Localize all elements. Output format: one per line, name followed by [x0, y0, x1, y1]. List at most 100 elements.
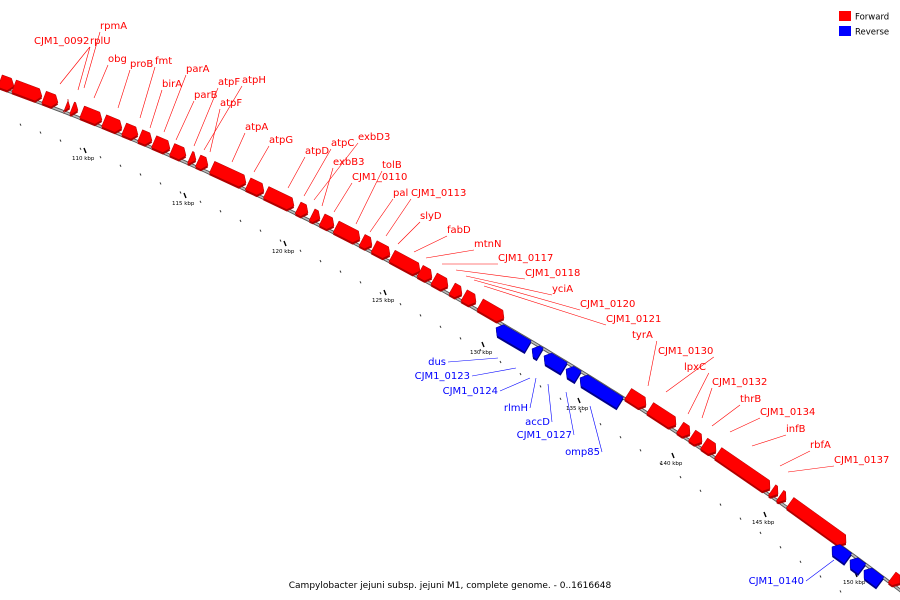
- gene-label[interactable]: CJM1_0117: [498, 253, 553, 264]
- gene-label[interactable]: infB: [786, 424, 806, 435]
- gene-label[interactable]: birA: [162, 79, 182, 90]
- forward-gene[interactable]: [187, 151, 197, 165]
- gene-label[interactable]: tolB: [382, 160, 402, 171]
- label-leader: [751, 434, 787, 447]
- gene-label[interactable]: CJM1_0120: [580, 299, 635, 310]
- reverse-gene[interactable]: [565, 366, 582, 383]
- forward-gene[interactable]: [688, 429, 703, 446]
- forward-gene[interactable]: [137, 129, 153, 146]
- gene-label[interactable]: rbfA: [810, 440, 831, 451]
- gene-label[interactable]: rlmH: [504, 403, 528, 414]
- forward-gene[interactable]: [194, 154, 209, 170]
- gene-label[interactable]: CJM1_0110: [352, 172, 407, 183]
- gene-label[interactable]: parA: [186, 64, 210, 75]
- gene-label[interactable]: CJM1_0140: [749, 576, 804, 587]
- gene-label[interactable]: exbD3: [358, 132, 390, 143]
- gene-label[interactable]: CJM1_0127: [517, 430, 572, 441]
- gene-label[interactable]: atpC: [331, 138, 354, 149]
- gene-label[interactable]: slyD: [420, 211, 442, 222]
- forward-gene[interactable]: [169, 143, 187, 160]
- reverse-gene[interactable]: [579, 374, 624, 409]
- forward-gene[interactable]: [887, 571, 900, 586]
- forward-gene[interactable]: [332, 220, 361, 243]
- gene-label[interactable]: parB: [194, 90, 218, 101]
- gene-label[interactable]: CJM1_0123: [415, 371, 470, 382]
- reverse-gene[interactable]: [543, 352, 568, 374]
- forward-gene[interactable]: [460, 289, 477, 306]
- gene-label[interactable]: pal: [393, 188, 408, 199]
- reverse-gene[interactable]: [863, 567, 885, 588]
- gene-label[interactable]: yciA: [552, 284, 573, 295]
- forward-gene[interactable]: [370, 240, 391, 259]
- gene-label[interactable]: CJM1_0092: [34, 36, 89, 47]
- gene-label[interactable]: dus: [428, 357, 446, 368]
- gene-label[interactable]: fabD: [447, 225, 471, 236]
- gene-label[interactable]: obg: [108, 54, 127, 65]
- label-leader: [447, 357, 499, 363]
- gene-label[interactable]: proB: [130, 59, 153, 70]
- scale-major-tick: [383, 289, 387, 296]
- reverse-gene[interactable]: [831, 544, 853, 565]
- forward-gene[interactable]: [767, 484, 779, 497]
- forward-gene[interactable]: [318, 213, 335, 230]
- forward-gene[interactable]: [244, 177, 265, 196]
- gene-label[interactable]: atpF: [220, 98, 242, 109]
- forward-gene[interactable]: [121, 122, 139, 140]
- reverse-gene[interactable]: [531, 345, 544, 360]
- forward-gene[interactable]: [69, 101, 79, 115]
- gene-label[interactable]: CJM1_0113: [411, 188, 466, 199]
- forward-gene[interactable]: [775, 489, 787, 503]
- forward-gene[interactable]: [0, 74, 15, 91]
- forward-gene[interactable]: [62, 98, 71, 113]
- gene-label[interactable]: thrB: [740, 394, 761, 405]
- gene-label[interactable]: omp85: [565, 447, 600, 458]
- gene-label[interactable]: accD: [525, 417, 550, 428]
- forward-gene[interactable]: [262, 186, 295, 210]
- gene-label[interactable]: atpD: [305, 146, 329, 157]
- gene-label[interactable]: CJM1_0132: [712, 377, 767, 388]
- forward-gene[interactable]: [41, 90, 59, 108]
- forward-gene[interactable]: [624, 388, 647, 409]
- gene-label[interactable]: fmt: [155, 56, 172, 67]
- forward-gene[interactable]: [151, 135, 171, 153]
- gene-label[interactable]: exbB3: [333, 157, 364, 168]
- forward-gene[interactable]: [416, 264, 433, 282]
- forward-gene[interactable]: [358, 234, 373, 250]
- forward-gene[interactable]: [101, 114, 123, 133]
- gene-label[interactable]: rpmA: [100, 21, 127, 32]
- forward-gene[interactable]: [208, 160, 247, 187]
- gene-label[interactable]: tyrA: [632, 330, 653, 341]
- gene-label[interactable]: atpF: [218, 77, 240, 88]
- forward-gene[interactable]: [79, 105, 103, 125]
- forward-gene[interactable]: [308, 208, 321, 223]
- gene-label[interactable]: CJM1_0134: [760, 407, 815, 418]
- forward-gene[interactable]: [713, 447, 771, 492]
- forward-gene[interactable]: [476, 298, 505, 322]
- gene-label[interactable]: CJM1_0130: [658, 346, 713, 357]
- forward-gene[interactable]: [785, 497, 847, 546]
- gene-label[interactable]: CJM1_0137: [834, 455, 889, 466]
- forward-gene[interactable]: [676, 421, 691, 438]
- forward-gene[interactable]: [11, 79, 43, 102]
- forward-gene[interactable]: [430, 272, 449, 290]
- scale-major-tick: [577, 397, 581, 404]
- gene-label[interactable]: atpA: [245, 122, 268, 133]
- gene-label[interactable]: rplU: [90, 36, 111, 47]
- gene-label[interactable]: CJM1_0124: [443, 386, 498, 397]
- forward-gene[interactable]: [388, 249, 421, 275]
- scale-tick: [779, 546, 782, 549]
- label-leader: [529, 377, 537, 409]
- gene-label[interactable]: atpG: [269, 135, 293, 146]
- forward-gene[interactable]: [448, 282, 463, 298]
- reverse-gene[interactable]: [495, 324, 532, 353]
- forward-gene[interactable]: [646, 402, 677, 428]
- gene-label[interactable]: atpH: [242, 75, 266, 86]
- gene-label[interactable]: CJM1_0118: [525, 268, 580, 279]
- gene-label[interactable]: lpxC: [684, 362, 706, 373]
- forward-gene[interactable]: [700, 437, 717, 455]
- gene-label[interactable]: CJM1_0121: [606, 314, 661, 325]
- gene-label[interactable]: mtnN: [474, 239, 501, 250]
- reverse-gene[interactable]: [849, 557, 867, 575]
- forward-gene[interactable]: [294, 201, 309, 217]
